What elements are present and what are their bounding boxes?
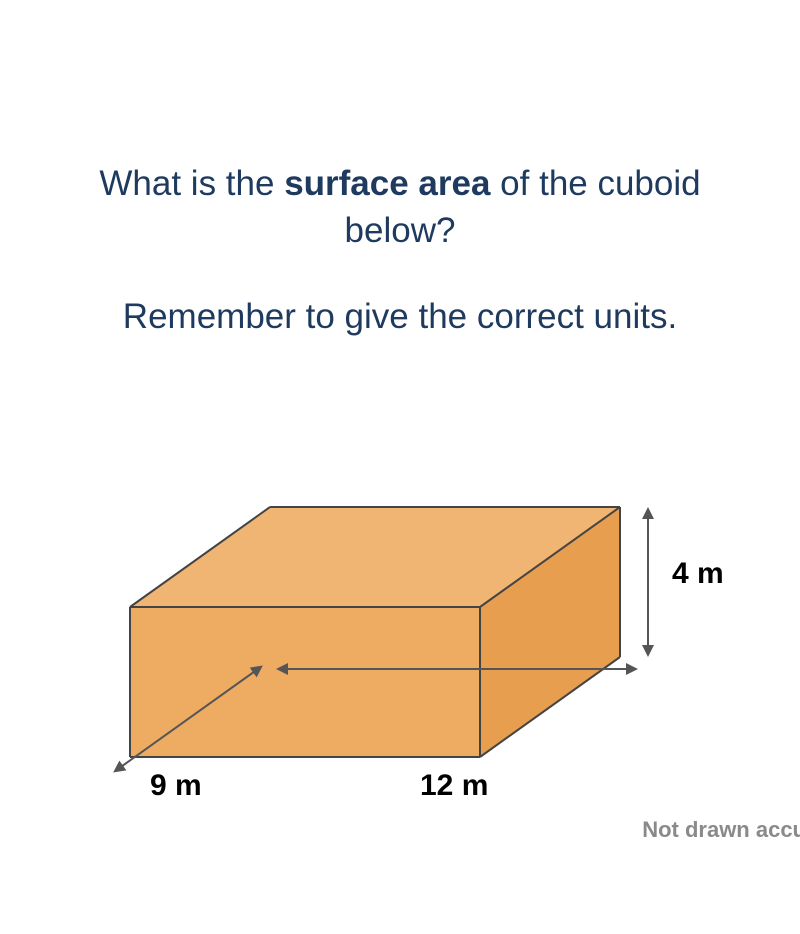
q1-post: of the cuboid bbox=[490, 164, 700, 203]
label-height: 4 m bbox=[672, 557, 724, 591]
question-reminder: Remember to give the correct units. bbox=[40, 297, 760, 337]
q1-bold: surface area bbox=[284, 164, 490, 203]
figure-wrap: 9 m 12 m 4 m Not drawn accu bbox=[0, 337, 800, 857]
question-block: What is the surface area of the cuboid b… bbox=[0, 160, 800, 337]
question-line-1: What is the surface area of the cuboid b… bbox=[40, 160, 760, 255]
label-width: 12 m bbox=[420, 769, 488, 803]
label-depth: 9 m bbox=[150, 769, 202, 803]
q1-pre: What is the bbox=[99, 164, 284, 203]
q1-line2: below? bbox=[345, 211, 456, 250]
face-front bbox=[130, 607, 480, 757]
cuboid-svg bbox=[0, 337, 800, 857]
footnote-not-accurate: Not drawn accu bbox=[642, 817, 800, 843]
